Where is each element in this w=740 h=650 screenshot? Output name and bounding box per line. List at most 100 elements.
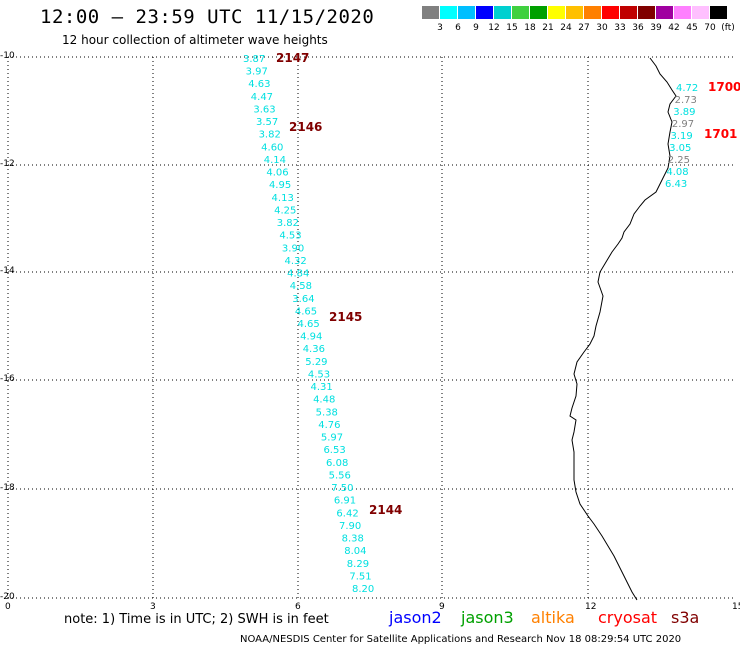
legend-swatch <box>602 6 619 19</box>
wave-height-value: 2.25 <box>668 155 690 166</box>
longitude-tick-label: 0 <box>5 602 11 612</box>
wave-height-value: 2.97 <box>672 119 694 130</box>
pass-number-label: 1701 <box>704 127 737 141</box>
wave-height-value: 4.13 <box>272 193 294 204</box>
satellite-name-jason3: jason3 <box>461 608 514 627</box>
wave-height-value: 4.36 <box>303 344 325 355</box>
wave-height-value: 8.20 <box>352 584 374 595</box>
wave-height-value: 8.38 <box>342 534 364 545</box>
legend-label: 33 <box>614 23 626 33</box>
credit-line: NOAA/NESDIS Center for Satellite Applica… <box>240 634 682 645</box>
legend-swatch <box>620 6 637 19</box>
legend-label: 42 <box>668 23 680 33</box>
wave-height-value: 4.47 <box>251 92 273 103</box>
coastline-path <box>569 57 677 601</box>
wave-height-value: 6.08 <box>326 458 348 469</box>
legend-label: 12 <box>488 23 500 33</box>
wave-height-value: 2.73 <box>675 95 697 106</box>
wave-height-value: 6.91 <box>334 496 356 507</box>
map-subtitle: 12 hour collection of altimeter wave hei… <box>62 33 328 47</box>
wave-height-value: 7.50 <box>331 483 353 494</box>
wave-height-value: 4.65 <box>295 306 317 317</box>
wave-height-value: 3.63 <box>253 104 275 115</box>
wave-height-value: 5.56 <box>329 470 351 481</box>
legend-swatch <box>710 6 727 19</box>
wave-height-value: 3.82 <box>277 218 299 229</box>
legend-label: 9 <box>473 23 479 33</box>
map-title: 12:00 – 23:59 UTC 11/15/2020 <box>40 6 375 28</box>
altimeter-track-b: 4.722.733.892.973.193.052.254.086.43 <box>665 83 698 190</box>
longitude-tick-label: 6 <box>295 602 301 612</box>
wave-height-value: 4.53 <box>308 369 330 380</box>
legend-swatch <box>674 6 691 19</box>
legend-swatch <box>548 6 565 19</box>
wave-height-value: 5.38 <box>316 407 338 418</box>
legend-swatch <box>566 6 583 19</box>
pass-number-label: 1700 <box>708 80 740 94</box>
wave-height-value: 3.87 <box>243 54 265 65</box>
satellite-name-jason2: jason2 <box>389 608 442 627</box>
altimeter-track-a: 3.873.974.634.473.633.573.824.604.144.06… <box>243 54 374 595</box>
wave-height-value: 4.63 <box>248 79 270 90</box>
wave-height-value: 4.08 <box>666 167 688 178</box>
legend-swatch <box>458 6 475 19</box>
legend-swatch <box>530 6 547 19</box>
footnote: note: 1) Time is in UTC; 2) SWH is in fe… <box>64 612 329 627</box>
legend-swatch <box>512 6 529 19</box>
wave-height-value: 7.90 <box>339 521 361 532</box>
wave-height-value: 4.48 <box>313 395 335 406</box>
latitude-tick-label: -20 <box>0 592 15 602</box>
legend-swatch <box>584 6 601 19</box>
legend-swatch <box>656 6 673 19</box>
wave-height-value: 8.04 <box>344 546 366 557</box>
legend-swatch <box>692 6 709 19</box>
wave-height-value: 3.89 <box>673 107 695 118</box>
wave-height-value: 3.64 <box>292 294 314 305</box>
wave-height-value: 4.94 <box>300 332 322 343</box>
longitude-tick-label: 3 <box>150 602 156 612</box>
wave-height-value: 5.29 <box>305 357 327 368</box>
satellite-name-s3a: s3a <box>671 608 700 627</box>
satellite-name-cryosat: cryosat <box>598 608 658 627</box>
longitude-tick-label: 9 <box>439 602 445 612</box>
wave-height-value: 4.31 <box>310 382 332 393</box>
legend-label: 24 <box>560 23 572 33</box>
legend-label: 3 <box>437 23 443 33</box>
legend-swatch <box>638 6 655 19</box>
wave-height-value: 4.25 <box>274 205 296 216</box>
pass-labels: 2147 2146 2145 2144 1700 1701 <box>276 51 740 517</box>
coastline <box>569 57 677 601</box>
wave-height-value: 3.19 <box>671 131 693 142</box>
wave-height-value: 5.97 <box>321 433 343 444</box>
wave-height-value: 4.53 <box>279 231 301 242</box>
legend-label: 27 <box>578 23 590 33</box>
legend-swatch <box>476 6 493 19</box>
wave-height-value: 6.53 <box>323 445 345 456</box>
wave-height-value: 4.14 <box>264 155 286 166</box>
wave-height-value: 7.51 <box>349 571 371 582</box>
legend-label: 70 <box>704 23 716 33</box>
legend-label: 21 <box>542 23 554 33</box>
pass-number-label: 2145 <box>329 310 362 324</box>
legend-label: 39 <box>650 23 662 33</box>
legend-swatch <box>494 6 511 19</box>
wave-height-value: 4.32 <box>285 256 307 267</box>
wave-height-value: 3.90 <box>282 243 304 254</box>
legend-swatch <box>440 6 457 19</box>
pass-number-label: 2146 <box>289 120 322 134</box>
longitude-tick-label: 15 <box>732 602 740 612</box>
wave-height-value: 3.82 <box>259 130 281 141</box>
wave-height-value: 4.58 <box>290 281 312 292</box>
wave-height-value: 6.43 <box>665 179 687 190</box>
satellite-name-altika: altika <box>531 608 575 627</box>
legend-label: 6 <box>455 23 461 33</box>
legend-label: 15 <box>506 23 518 33</box>
wave-height-value: 4.65 <box>298 319 320 330</box>
wave-height-value: 4.60 <box>261 142 283 153</box>
legend-label: 45 <box>686 23 698 33</box>
latitude-tick-label: -16 <box>0 374 15 384</box>
latitude-tick-label: -14 <box>0 266 15 276</box>
latitude-tick-label: -12 <box>0 159 15 169</box>
latitude-tick-label: -10 <box>0 51 15 61</box>
